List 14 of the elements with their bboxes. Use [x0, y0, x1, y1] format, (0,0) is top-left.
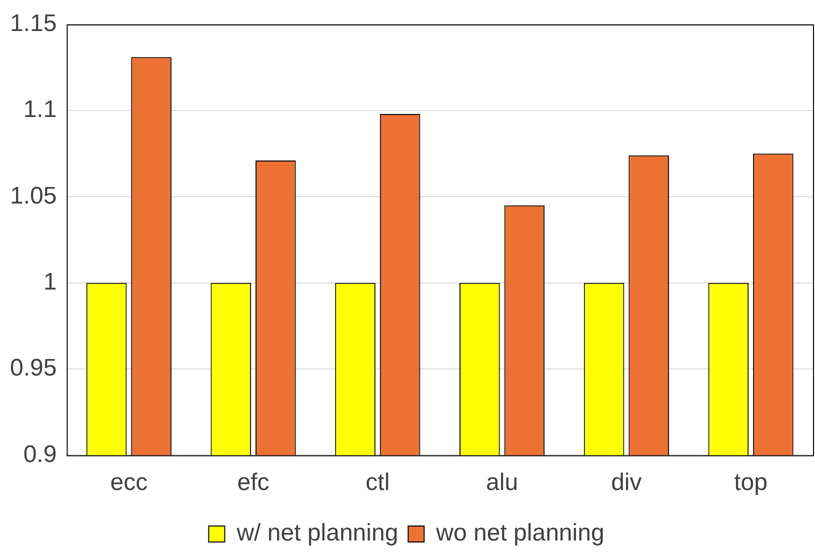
- y-tick-label: 1.1: [23, 96, 57, 124]
- legend-label: w/ net planning: [236, 520, 398, 547]
- x-tick-label: div: [611, 469, 642, 496]
- x-tick-label: top: [734, 469, 768, 496]
- x-tick-label: ecc: [110, 469, 148, 496]
- y-tick-label: 1.15: [10, 10, 57, 38]
- y-tick-label: 0.9: [23, 440, 57, 468]
- legend-label: wo net planning: [435, 520, 604, 547]
- y-tick-label: 0.95: [10, 354, 57, 382]
- x-tick-label: efc: [237, 469, 270, 496]
- y-tick-label: 1: [43, 268, 57, 296]
- x-tick-label: alu: [486, 469, 518, 496]
- x-tick-label: ctl: [366, 469, 390, 496]
- y-tick-label: 1.05: [10, 182, 57, 210]
